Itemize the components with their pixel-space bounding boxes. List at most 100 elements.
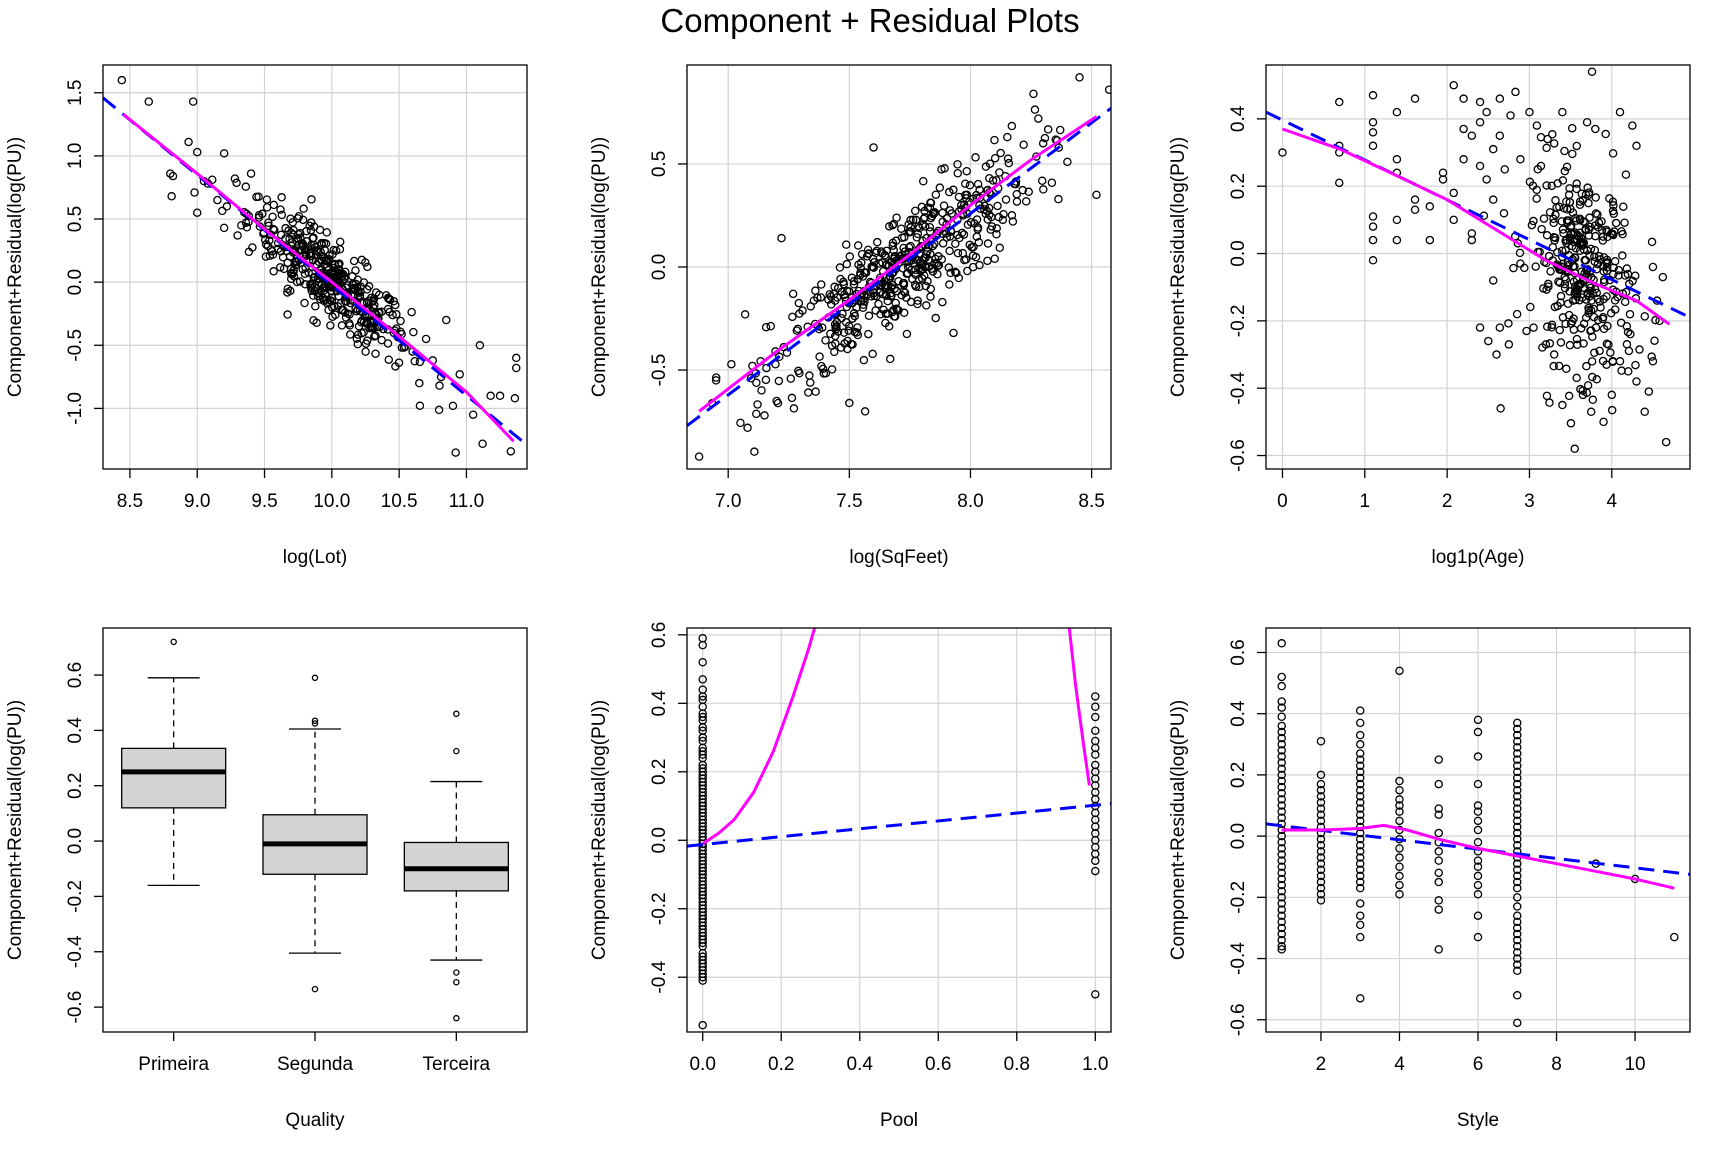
data-point: [1277, 856, 1286, 865]
data-point: [324, 265, 333, 275]
data-point: [895, 252, 905, 261]
outlier-point: [311, 985, 319, 993]
data-point: [1473, 816, 1483, 826]
linear-fit-line: [103, 96, 527, 447]
data-point: [1536, 161, 1546, 171]
data-point: [1513, 871, 1522, 881]
data-point: [1591, 231, 1600, 241]
data-point: [1648, 357, 1658, 366]
data-point: [916, 242, 926, 251]
data-point: [868, 349, 877, 359]
data-point: [283, 284, 292, 294]
data-point: [789, 404, 799, 413]
data-point: [938, 297, 947, 307]
data-point: [1277, 929, 1286, 939]
data-point: [1316, 896, 1326, 905]
data-point: [295, 246, 304, 255]
data-point: [1622, 321, 1632, 331]
data-point: [1473, 825, 1483, 835]
data-point: [1570, 444, 1579, 454]
data-point: [949, 185, 958, 195]
data-point: [369, 303, 378, 312]
data-point: [349, 256, 359, 266]
data-point: [864, 329, 873, 339]
y-tick-label: -0.2: [1228, 304, 1249, 337]
data-point: [1032, 152, 1041, 161]
data-point: [331, 246, 341, 255]
data-point: [1488, 144, 1498, 154]
data-point: [1038, 139, 1048, 148]
data-point: [391, 362, 400, 371]
y-tick-label: 0.4: [1228, 700, 1249, 727]
data-point: [951, 267, 960, 277]
data-point: [370, 332, 379, 341]
data-point: [816, 293, 826, 302]
x-tick-label: 10.5: [381, 491, 418, 512]
x-axis-label: Style: [1457, 1110, 1499, 1131]
data-point: [1434, 755, 1443, 764]
data-point: [1316, 834, 1326, 844]
data-point: [1506, 111, 1515, 120]
data-point: [1581, 224, 1590, 234]
data-point: [1531, 262, 1540, 271]
data-point: [1475, 97, 1485, 107]
x-tick-label: 0.2: [768, 1054, 794, 1075]
box-terceira: [403, 710, 509, 1022]
data-point: [973, 179, 983, 189]
data-point: [286, 286, 295, 296]
y-tick-label: 0.2: [65, 773, 86, 799]
data-point: [361, 347, 370, 356]
y-tick-label: -0.6: [1228, 439, 1249, 472]
data-point: [984, 203, 994, 213]
data-point: [980, 205, 989, 214]
data-points: [117, 75, 521, 457]
data-point: [384, 355, 394, 364]
data-point: [698, 750, 707, 759]
data-point: [1607, 405, 1617, 415]
data-point: [486, 391, 495, 401]
data-point: [1513, 773, 1522, 783]
data-point: [1587, 67, 1597, 76]
data-point: [899, 278, 909, 288]
data-point: [335, 237, 345, 247]
data-point: [1355, 816, 1365, 826]
panel-style: 2 4 6 8 10 -0.6 -0.4 -0.2 0.0 0.2 0.4 0.6 Style Compo…: [1168, 627, 1691, 1131]
data-point: [1355, 899, 1365, 908]
data-point: [337, 321, 347, 330]
x-tick-label: 7.0: [715, 491, 741, 512]
data-point: [922, 301, 931, 310]
data-point: [896, 224, 906, 233]
data-point: [825, 290, 834, 299]
data-point: [711, 376, 721, 385]
data-point: [1459, 155, 1468, 164]
data-point: [1395, 844, 1404, 853]
data-point: [1335, 97, 1344, 107]
data-point: [698, 657, 707, 667]
data-point: [1277, 935, 1286, 945]
data-point: [1355, 834, 1365, 844]
grid-lines: [687, 65, 1111, 469]
data-point: [740, 310, 750, 319]
data-point: [1368, 235, 1378, 245]
figure-title: Component + Residual Plots: [660, 2, 1079, 39]
data-point: [295, 228, 305, 238]
y-tick-label: 0.0: [649, 254, 670, 280]
y-axis-label: Component+Residual(log(PU)): [5, 700, 26, 960]
data-point: [1368, 128, 1378, 137]
data-point: [353, 275, 363, 284]
data-point: [711, 373, 721, 382]
data-point: [1551, 196, 1560, 205]
data-point: [1091, 702, 1100, 711]
data-point: [435, 381, 444, 390]
data-point: [1277, 874, 1286, 884]
data-point: [869, 288, 879, 298]
data-point: [1513, 798, 1522, 807]
data-point: [285, 234, 294, 244]
y-tick-label: -0.4: [65, 935, 86, 968]
data-point: [330, 259, 340, 269]
data-point: [348, 272, 357, 281]
data-point: [319, 238, 329, 248]
data-point: [1392, 235, 1402, 245]
data-point: [315, 225, 325, 235]
x-tick-label: Terceira: [423, 1054, 491, 1075]
